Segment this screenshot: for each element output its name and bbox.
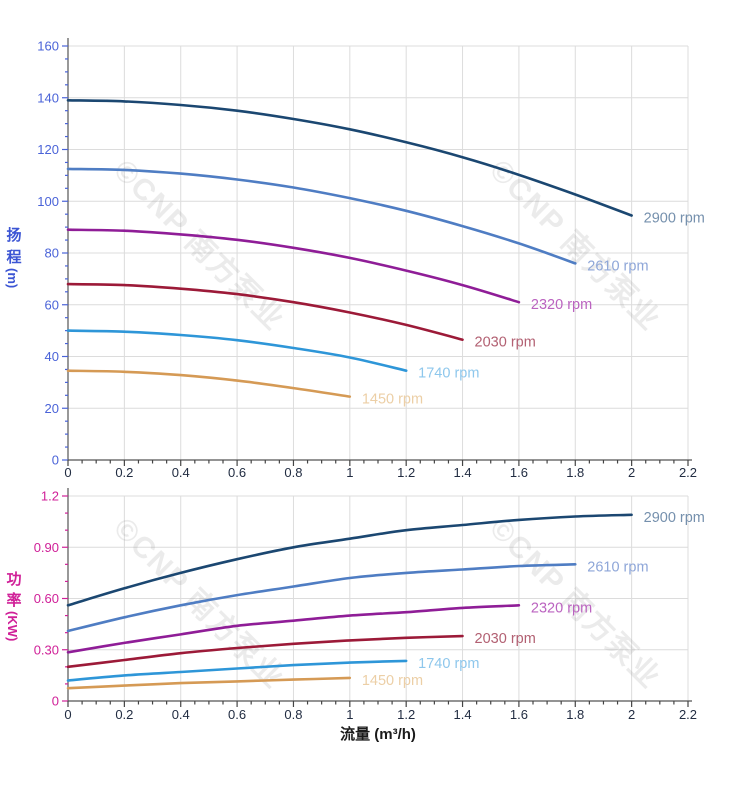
x-tick-label: 0	[64, 465, 71, 480]
power-y-axis-unit: (KW)	[5, 611, 20, 641]
head-y-axis-title-char-1: 扬	[6, 226, 21, 244]
x-tick-label: 0	[64, 707, 71, 722]
x-tick-label: 2.2	[679, 465, 697, 480]
x-axis-title: 流量 (m³/h)	[340, 725, 416, 743]
axis-titles: 扬 程 (m) 功 率 (KW) 流量 (m³/h)	[5, 226, 416, 743]
x-tick-label: 1.6	[510, 465, 528, 480]
curve-label-2900-rpm: 2900 rpm	[644, 210, 705, 226]
x-tick-label: 1.8	[566, 707, 584, 722]
curve-label-1740-rpm: 1740 rpm	[418, 656, 479, 672]
x-tick-label: 0.8	[284, 465, 302, 480]
brand-watermark-1: ©CNP 南方泵业	[107, 153, 291, 337]
curve-label-2610-rpm: 2610 rpm	[587, 258, 648, 274]
y-tick-label: 0	[52, 453, 59, 468]
curve-label-2320-rpm: 2320 rpm	[531, 600, 592, 616]
x-tick-label: 0.4	[172, 465, 190, 480]
x-tick-label: 1.4	[454, 707, 472, 722]
x-tick-label: 1.4	[454, 465, 472, 480]
power-y-axis-title-char-1: 功	[6, 571, 21, 588]
head-y-axis-unit: (m)	[5, 268, 20, 288]
head-flow-chart: 0 20 40 60 80 100 120 140 160 0 0.2 0.4 0.6 0.8 1 1.2 1.…	[37, 38, 705, 480]
x-tick-label: 1.2	[397, 465, 415, 480]
x-tick-label: 1.6	[510, 707, 528, 722]
curve-label-2030-rpm: 2030 rpm	[475, 631, 536, 647]
curve-2900-rpm	[66, 99, 633, 217]
x-tick-label: 0.6	[228, 465, 246, 480]
y-tick-label: 140	[37, 90, 59, 105]
gridlines-layer	[68, 45, 689, 701]
curve-label-1450-rpm: 1450 rpm	[362, 392, 423, 408]
curve-1450-rpm	[66, 676, 352, 690]
y-tick-label: 0.60	[34, 591, 59, 606]
curve-label-2320-rpm: 2320 rpm	[531, 297, 592, 313]
x-tick-label: 1.8	[566, 465, 584, 480]
curve-2320-rpm	[66, 228, 521, 304]
x-tick-label: 1	[346, 707, 353, 722]
curve-2900-rpm	[66, 513, 633, 607]
curve-1450-rpm	[66, 369, 352, 398]
x-tick-label: 1	[346, 465, 353, 480]
y-tick-label: 40	[45, 349, 59, 364]
x-tick-label: 0.6	[228, 707, 246, 722]
x-tick-label: 0.2	[115, 465, 133, 480]
y-tick-label: 60	[45, 297, 59, 312]
curve-label-2610-rpm: 2610 rpm	[587, 559, 648, 575]
x-tick-label: 0.2	[115, 707, 133, 722]
power-flow-chart: 0 0.30 0.60 0.90 1.2 0 0.2 0.4 0.6 0.8 1 1.2 1.4 1.6 1…	[34, 488, 705, 722]
x-tick-label: 2	[628, 465, 635, 480]
curve-2610-rpm	[66, 563, 577, 633]
x-tick-label: 0.8	[284, 707, 302, 722]
y-tick-label: 100	[37, 194, 59, 209]
y-tick-label: 80	[45, 246, 59, 261]
curve-label-2900-rpm: 2900 rpm	[644, 510, 705, 526]
x-tick-label: 2	[628, 707, 635, 722]
curve-label-2030-rpm: 2030 rpm	[475, 335, 536, 351]
y-tick-label: 0.30	[34, 642, 59, 657]
curve-2320-rpm	[66, 604, 521, 654]
y-tick-label: 120	[37, 142, 59, 157]
curve-2610-rpm	[66, 167, 577, 265]
head-y-axis-title-char-2: 程	[6, 249, 21, 266]
y-tick-label: 1.2	[41, 489, 59, 504]
x-tick-label: 1.2	[397, 707, 415, 722]
y-tick-label: 20	[45, 401, 59, 416]
y-tick-label: 0.90	[34, 540, 59, 555]
y-tick-label: 0	[52, 694, 59, 709]
curve-2030-rpm	[66, 634, 464, 669]
curve-1740-rpm	[66, 329, 408, 372]
curve-1740-rpm	[66, 659, 408, 682]
power-y-axis-title-char-2: 率	[6, 591, 21, 609]
y-tick-label: 160	[37, 39, 59, 54]
curve-label-1450-rpm: 1450 rpm	[362, 673, 423, 689]
x-tick-label: 0.4	[172, 707, 190, 722]
x-tick-label: 2.2	[679, 707, 697, 722]
curve-label-1740-rpm: 1740 rpm	[418, 366, 479, 382]
curve-2030-rpm	[66, 282, 464, 341]
